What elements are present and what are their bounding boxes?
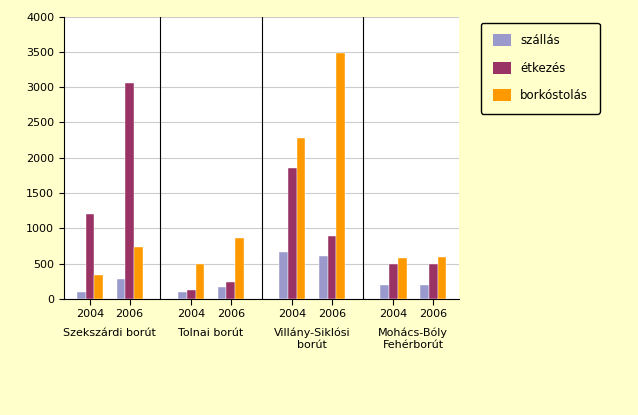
Bar [226, 282, 235, 299]
Bar [328, 236, 336, 299]
Bar [389, 264, 398, 299]
Bar [94, 275, 103, 299]
Bar [297, 138, 306, 299]
Text: Szekszárdi borút: Szekszárdi borút [63, 328, 156, 338]
Text: Tolnai borút: Tolnai borút [179, 328, 244, 338]
Bar [77, 292, 85, 299]
Bar [279, 252, 288, 299]
Bar [420, 286, 429, 299]
Bar [187, 290, 195, 299]
Bar [438, 257, 446, 299]
Bar [117, 279, 125, 299]
Bar [380, 285, 389, 299]
Bar [288, 168, 297, 299]
Bar [319, 256, 328, 299]
Bar [235, 238, 244, 299]
Bar [85, 214, 94, 299]
Bar [195, 264, 204, 299]
Bar [218, 287, 226, 299]
Bar [398, 258, 406, 299]
Bar [429, 264, 438, 299]
Bar [134, 247, 143, 299]
Bar [125, 83, 134, 299]
Bar [178, 293, 187, 299]
Legend: szállás, étkezés, borkóstolás: szállás, étkezés, borkóstolás [481, 22, 600, 114]
Text: Villány-Siklósi
borút: Villány-Siklósi borút [274, 328, 350, 350]
Bar [336, 53, 345, 299]
Text: Mohács-Bóly
Fehérborút: Mohács-Bóly Fehérborút [378, 328, 449, 350]
